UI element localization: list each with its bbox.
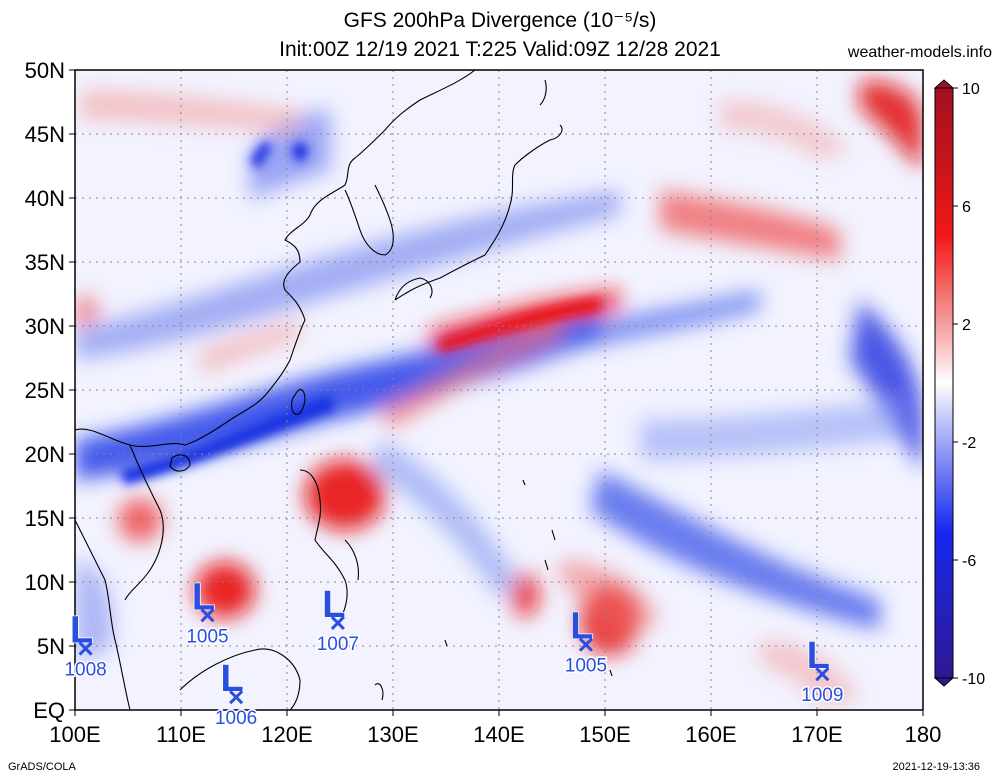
low-pressure-value: 1006 — [215, 708, 257, 729]
footer-software: GrADS/COLA — [8, 761, 76, 773]
chart-subtitle: Init:00Z 12/19 2021 T:225 Valid:09Z 12/2… — [279, 38, 721, 61]
low-center-x — [330, 615, 345, 631]
colorbar-tick-label: -2 — [962, 435, 976, 452]
low-center-x — [578, 637, 593, 652]
lon-tick-label: 130E — [367, 722, 418, 747]
low-pressure-value: 1009 — [801, 685, 843, 706]
low-pressure-value: 1005 — [186, 626, 228, 647]
low-center-x — [815, 667, 830, 682]
colorbar — [934, 87, 954, 679]
lat-tick-label: 25N — [25, 378, 65, 403]
latitude-axis: EQ 5N 10N 15N 20N 25N 30N 35N 40N 45N 50N — [25, 58, 75, 723]
lat-tick-label: 30N — [25, 314, 65, 339]
lat-tick-label: 40N — [25, 186, 65, 211]
lat-tick-label: 50N — [25, 58, 65, 83]
low-center-x — [78, 641, 93, 656]
low-center-x — [229, 690, 244, 705]
low-pressure-value: 1008 — [64, 660, 106, 681]
lon-tick-label: 140E — [473, 722, 524, 747]
lon-tick-label: 100E — [49, 722, 100, 747]
grid-lines — [75, 70, 923, 710]
colorbar-tick-label: -10 — [962, 671, 985, 688]
lon-tick-label: 150E — [579, 722, 630, 747]
low-marker: L 1007 — [315, 583, 360, 656]
coastlines — [75, 70, 613, 710]
footer-timestamp: 2021-12-19-13:36 — [892, 761, 980, 773]
lon-tick-label: 110E — [156, 722, 206, 747]
colorbar-tick-label: 2 — [962, 317, 971, 334]
lat-tick-label: 15N — [25, 506, 65, 531]
colorbar-tick-label: 10 — [962, 81, 980, 98]
colorbar-top-cap — [933, 79, 955, 89]
lat-tick-label: 10N — [25, 570, 65, 595]
low-letter: L — [322, 584, 345, 626]
colorbar-tick-label: -6 — [962, 553, 976, 570]
lat-tick-label: EQ — [33, 698, 65, 723]
lon-tick-label: 170E — [791, 722, 842, 747]
lon-tick-label: 160E — [685, 722, 736, 747]
low-pressure-value: 1007 — [317, 634, 359, 655]
low-center-x — [200, 608, 215, 623]
chart-title: GFS 200hPa Divergence (10⁻⁵/s) — [343, 9, 657, 32]
lat-tick-label: 45N — [25, 122, 65, 147]
lon-tick-label: 120E — [261, 722, 312, 747]
colorbar-tick-label: 6 — [962, 199, 971, 216]
colorbar-ticks: 10 6 2 -2 -6 -10 — [953, 81, 985, 688]
lat-tick-label: 20N — [25, 442, 65, 467]
low-pressure-value: 1005 — [565, 656, 607, 677]
lon-tick-label: 180 — [905, 722, 942, 747]
colorbar-bottom-cap — [933, 677, 955, 687]
longitude-axis: 100E 110E 120E 130E 140E 150E 160E 170E 180 — [49, 710, 941, 747]
site-credit: weather-models.info — [847, 44, 992, 61]
lat-tick-label: 5N — [37, 634, 65, 659]
lat-tick-label: 35N — [25, 250, 65, 275]
